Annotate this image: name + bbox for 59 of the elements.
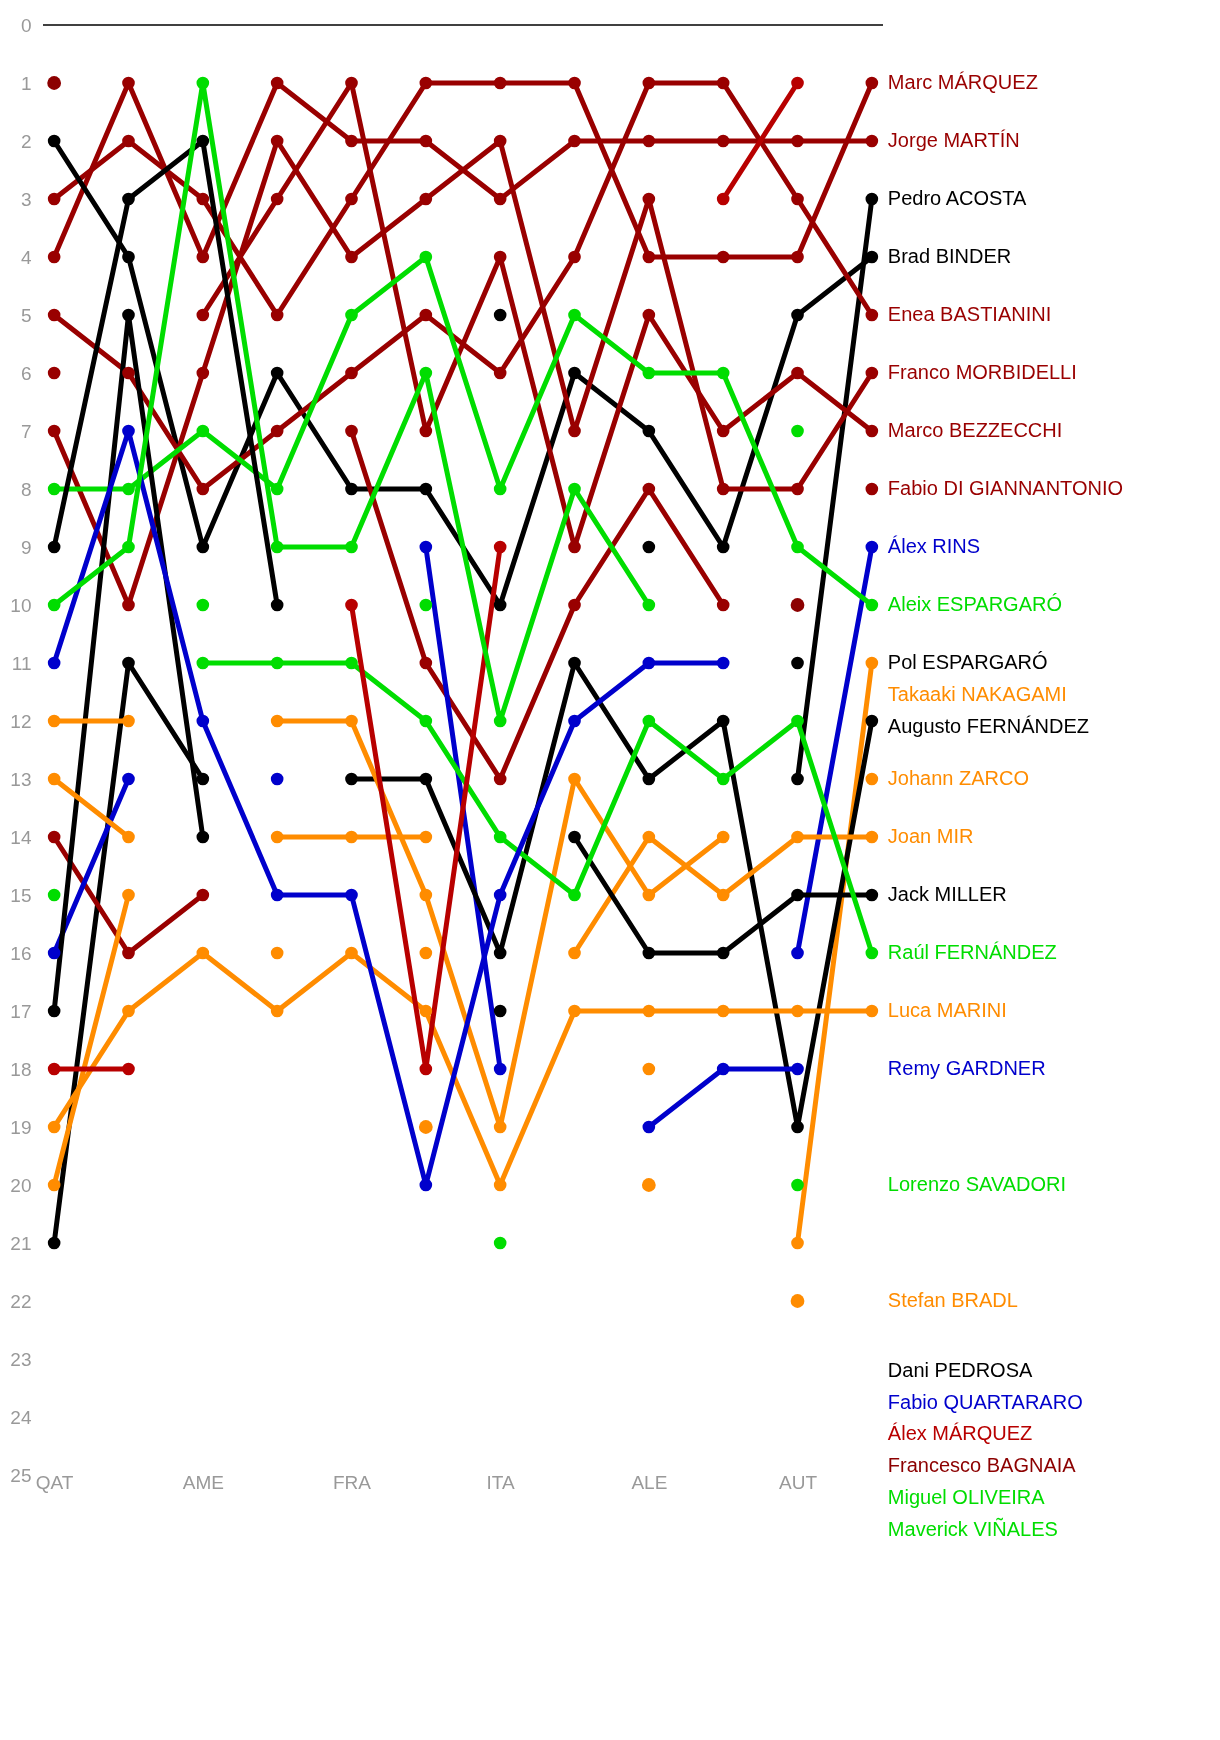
y-tick-label: 24 — [10, 1406, 32, 1428]
series-label: Brad BINDER — [887, 245, 1012, 267]
text: Álex MÁRQUEZ — [887, 1422, 1033, 1445]
y-tick-label: 12 — [10, 710, 32, 732]
text: Remy GARDNER — [887, 1057, 1046, 1079]
y-tick-label: 2 — [20, 130, 32, 152]
y-tick-label: 8 — [20, 478, 32, 500]
y-tick-label: 9 — [20, 536, 32, 558]
y-tick-label: 10 — [10, 594, 32, 616]
series-label: Marc MÁRQUEZ — [887, 71, 1038, 93]
x-tick-label: AUT — [779, 1471, 818, 1493]
series-label: Marco BEZZECCHI — [887, 419, 1063, 441]
y-tick-label: 5 — [20, 304, 32, 326]
y-tick-label: 4 — [20, 246, 32, 268]
y-tick-label: 22 — [10, 1290, 32, 1312]
series-label: Enea BASTIANINI — [887, 303, 1052, 325]
series-label: Joan MIR — [887, 825, 974, 847]
y-tick-label: 13 — [10, 768, 32, 790]
text: Stefan BRADL — [887, 1289, 1018, 1311]
y-tick-label: 25 — [10, 1464, 32, 1486]
series-label: Jack MILLER — [887, 883, 1007, 905]
text: Dani PEDROSA — [887, 1358, 1033, 1381]
x-tick-label: FRA — [333, 1471, 372, 1493]
text: Pol ESPARGARÓ — [887, 651, 1048, 673]
y-tick-label: 19 — [10, 1116, 32, 1138]
x-tick-label: AME — [182, 1471, 224, 1493]
y-tick-label: 7 — [20, 420, 32, 442]
series-label: Luca MARINI — [887, 999, 1007, 1021]
series-label: Álex RINS — [887, 535, 981, 557]
x-tick-label: QAT — [35, 1471, 74, 1493]
series-label: Pedro ACOSTA — [887, 187, 1028, 209]
y-tick-label: 18 — [10, 1058, 32, 1080]
y-tick-label: 16 — [10, 942, 32, 964]
text: Miguel OLIVEIRA — [887, 1486, 1046, 1509]
y-tick-label: 11 — [11, 652, 32, 674]
series-label: Johann ZARCO — [887, 767, 1030, 789]
x-tick-label: ALE — [631, 1471, 668, 1493]
y-tick-label: 3 — [20, 188, 32, 210]
text: Fabio QUARTARARO — [887, 1390, 1083, 1413]
text: Francesco BAGNAIA — [887, 1454, 1077, 1477]
series-label: Raúl FERNÁNDEZ — [887, 941, 1057, 963]
y-tick-label: 17 — [10, 1000, 32, 1022]
y-tick-label: 0 — [20, 14, 32, 36]
text: Maverick VIÑALES — [887, 1517, 1058, 1541]
series-label: Franco MORBIDELLI — [887, 361, 1077, 383]
y-tick-label: 14 — [10, 826, 32, 848]
series-label: Jorge MARTÍN — [887, 129, 1020, 151]
text: Lorenzo SAVADORI — [887, 1173, 1067, 1195]
series-label: Takaaki NAKAGAMI — [887, 682, 1067, 705]
y-tick-label: 21 — [10, 1232, 32, 1254]
series-label: Augusto FERNÁNDEZ — [887, 714, 1090, 737]
series-label: Aleix ESPARGARÓ — [887, 593, 1062, 615]
series-label: Fabio DI GIANNANTONIO — [887, 477, 1124, 499]
x-tick-label: ITA — [486, 1471, 516, 1493]
y-tick-label: 1 — [20, 72, 32, 94]
y-tick-label: 6 — [20, 362, 32, 384]
y-tick-label: 20 — [10, 1174, 32, 1196]
y-tick-label: 23 — [10, 1348, 32, 1370]
y-tick-label: 15 — [10, 884, 32, 906]
